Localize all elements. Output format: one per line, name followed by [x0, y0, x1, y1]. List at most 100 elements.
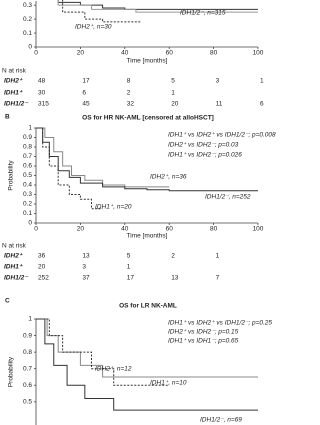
curve-label: IDH2⁺, n=36	[150, 174, 187, 181]
y-tick-label: 0.7	[23, 153, 32, 160]
risk-count: 1	[260, 78, 264, 85]
annotation: IDH1⁺ vs IDH2⁺ vs IDH1/2⁻; p=0.008	[168, 132, 276, 139]
y-tick-label: 0.9	[23, 332, 32, 339]
y-tick-label: 0.2	[23, 16, 32, 23]
x-tick-label: 0	[34, 50, 38, 57]
panel-label: B	[5, 114, 10, 121]
risk-row-name: IDH2⁺	[4, 253, 24, 260]
risk-count: 2	[127, 90, 131, 97]
plot-area	[57, 0, 258, 23]
risk-count: 3	[82, 264, 86, 271]
risk-row-name: IDH1/2⁻	[4, 275, 29, 282]
risk-count: 17	[127, 275, 135, 282]
survival-curve	[36, 318, 258, 411]
risk-count: 32	[127, 101, 135, 108]
chart-title: OS for LR NK-AML	[119, 303, 177, 310]
y-tick-label: 0.7	[23, 365, 32, 372]
curve-label: IDH1/2⁻, n=252	[205, 194, 251, 201]
risk-count: 45	[82, 101, 90, 108]
y-tick-label: 0.2	[23, 201, 32, 208]
risk-count: 20	[171, 101, 179, 108]
y-tick-label: 1	[28, 125, 32, 132]
x-axis-label: Time [months]	[127, 58, 168, 65]
risk-count: 1	[216, 253, 220, 260]
x-tick-label: 60	[166, 50, 174, 57]
y-tick-label: 0.9	[23, 134, 32, 141]
risk-row-name: IDH1⁺	[4, 264, 24, 271]
x-tick-label: 60	[166, 226, 174, 233]
x-tick-label: 100	[253, 226, 264, 233]
risk-row-name: IDH1/2⁻	[4, 101, 29, 108]
risk-count: 8	[127, 78, 131, 85]
risk-count: 37	[82, 275, 90, 282]
y-tick-label: 0	[28, 220, 32, 227]
risk-count: 6	[260, 101, 264, 108]
y-tick-label: 0.4	[23, 182, 32, 189]
risk-count: 1	[171, 90, 175, 97]
risk-count: 13	[82, 253, 90, 260]
x-tick-label: 20	[77, 50, 85, 57]
y-tick-label: 0.3	[23, 2, 32, 9]
survival-curve	[36, 127, 170, 188]
panel-label: C	[5, 298, 10, 305]
y-tick-label: 0.1	[23, 30, 32, 37]
curve-label: IDH1⁺, n=20	[95, 204, 132, 211]
risk-count: 252	[38, 275, 49, 282]
chart-title: OS for HR NK-AML [censored at alloHSCT]	[82, 115, 214, 122]
y-tick-label: 0.6	[23, 382, 32, 389]
survival-curve	[62, 0, 141, 23]
risk-count: 315	[38, 101, 49, 108]
risk-count: 7	[216, 275, 220, 282]
annotation: IDH2⁺ vs IDH2⁻; p=0.03	[168, 142, 239, 149]
plot-area	[36, 127, 258, 210]
risk-count: 11	[216, 101, 223, 108]
y-tick-label: 0.3	[23, 191, 32, 198]
curve-label: IDH1/2⁻, n=315	[180, 10, 226, 17]
y-tick-label: 0.8	[23, 144, 32, 151]
curve-label: IDH1/2⁻, n=69	[200, 417, 242, 424]
x-tick-label: 20	[77, 226, 85, 233]
y-tick-label: 1	[28, 316, 32, 323]
curve-label: IDH2⁺, n=30	[75, 24, 112, 31]
risk-count: 48	[38, 78, 46, 85]
x-tick-label: 40	[121, 50, 129, 57]
risk-count: 5	[171, 78, 175, 85]
y-tick-label: 0.6	[23, 163, 32, 170]
annotation: IDH1⁺ vs IDH2⁻; p=0.026	[168, 152, 242, 159]
annotation: IDH1⁺ vs IDH2⁺ vs IDH1/2⁻; p=0.25	[168, 320, 272, 327]
x-tick-label: 40	[121, 226, 129, 233]
curve-label: IDH2⁺, n=12	[95, 366, 132, 373]
plot-area	[36, 318, 258, 411]
survival-curve	[57, 0, 258, 13]
y-tick-label: 0.8	[23, 349, 32, 356]
risk-count: 3	[216, 78, 220, 85]
risk-count: 13	[171, 275, 179, 282]
risk-count: 2	[171, 253, 175, 260]
risk-count: 1	[127, 264, 131, 271]
y-axis-label: Probability	[8, 160, 15, 191]
x-tick-label: 80	[210, 226, 218, 233]
x-tick-label: 0	[34, 226, 38, 233]
survival-curve	[36, 318, 170, 386]
survival-curve	[36, 127, 258, 192]
survival-curve	[36, 127, 103, 210]
y-tick-label: 0.5	[23, 172, 32, 179]
risk-count: 30	[38, 90, 46, 97]
risk-count: 6	[82, 90, 86, 97]
y-tick-label: 0.5	[23, 399, 32, 406]
x-tick-label: 100	[253, 50, 264, 57]
annotation: IDH2⁺ vs IDH2⁻; p=0.15	[168, 329, 239, 336]
x-tick-label: 80	[210, 50, 218, 57]
annotation: IDH1⁺ vs IDH1⁻; p=0.65	[168, 338, 239, 345]
risk-count: 5	[127, 253, 131, 260]
y-tick-label: 0	[28, 44, 32, 51]
risk-count: 20	[38, 264, 46, 271]
risk-count: 36	[38, 253, 46, 260]
risk-row-name: IDH1⁺	[4, 90, 24, 97]
risk-count: 17	[82, 78, 90, 85]
risk-table-title: N at risk	[2, 243, 27, 250]
y-tick-label: 0.1	[23, 210, 32, 217]
risk-table-title: N at risk	[2, 68, 27, 75]
x-axis-label: Time [months]	[127, 233, 168, 240]
